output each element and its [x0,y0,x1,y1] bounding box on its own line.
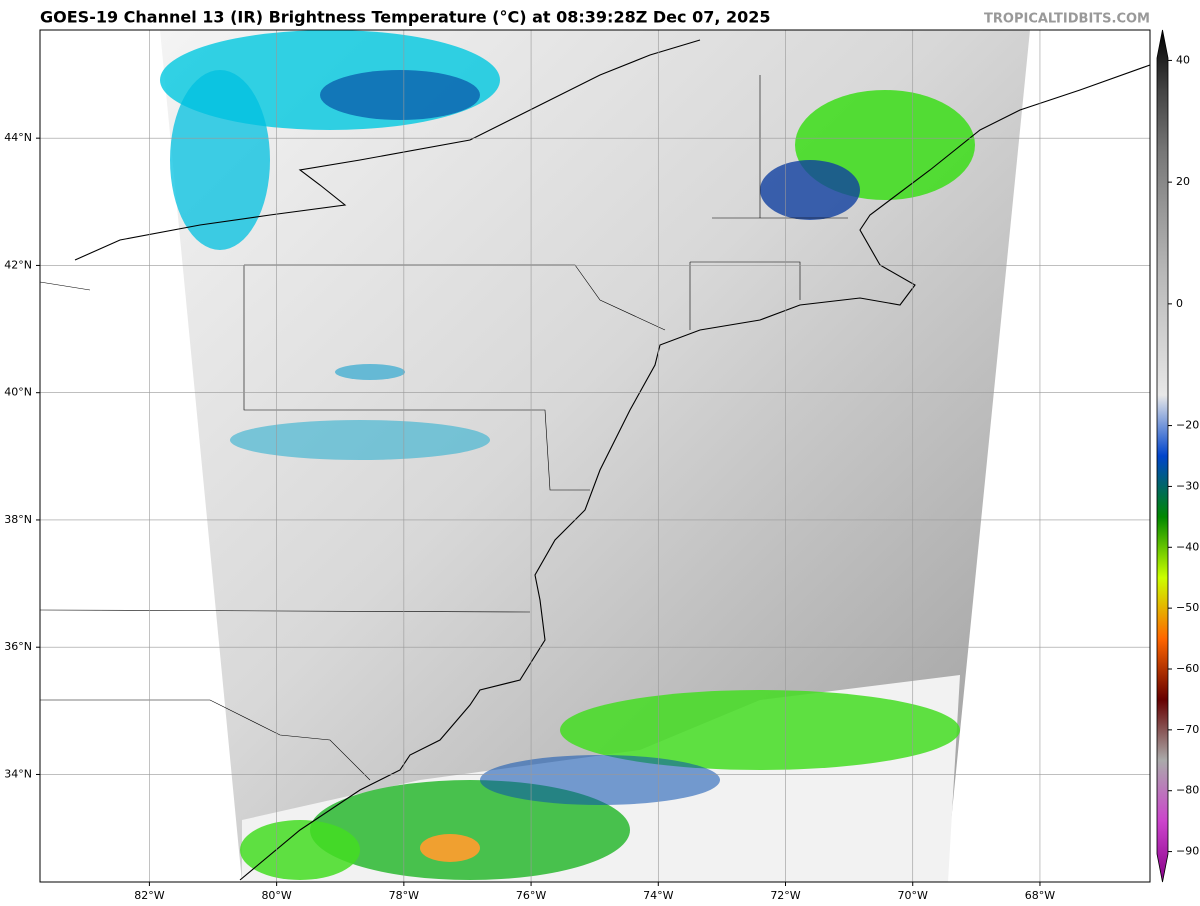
colorbar-tick-label: 40 [1176,53,1190,66]
y-tick-label: 36°N [4,640,32,653]
x-tick-label: 74°W [643,889,673,902]
y-tick-label: 44°N [4,131,32,144]
watermark: TROPICALTIDBITS.COM [984,12,1150,27]
y-tick-label: 42°N [4,258,32,271]
satellite-image [160,30,1030,882]
colorbar-tick-label: 0 [1176,297,1183,310]
x-tick-label: 72°W [770,889,800,902]
x-tick-label: 70°W [898,889,928,902]
colorbar-tick-label: −70 [1176,723,1199,736]
coastlines [74,39,1151,881]
colorbar [1156,29,1169,883]
x-tick-label: 68°W [1025,889,1055,902]
colorbar-tick-label: −20 [1176,419,1199,432]
borders [39,75,848,781]
colorbar-tick-label: 20 [1176,175,1190,188]
y-tick-label: 34°N [4,767,32,780]
x-tick-label: 78°W [389,889,419,902]
x-tick-label: 76°W [516,889,546,902]
x-tick-label: 80°W [261,889,291,902]
map-frame [39,29,1151,883]
x-tick-label: 82°W [134,889,164,902]
y-tick-label: 40°N [4,386,32,399]
colorbar-tick-label: −40 [1176,540,1199,553]
y-tick-label: 38°N [4,513,32,526]
colorbar-tick-label: −50 [1176,601,1199,614]
colorbar-tick-label: −90 [1176,845,1199,858]
colorbar-tick-label: −30 [1176,479,1199,492]
colorbar-tick-label: −80 [1176,784,1199,797]
colorbar-tick-label: −60 [1176,662,1199,675]
title: GOES-19 Channel 13 (IR) Brightness Tempe… [40,8,771,27]
